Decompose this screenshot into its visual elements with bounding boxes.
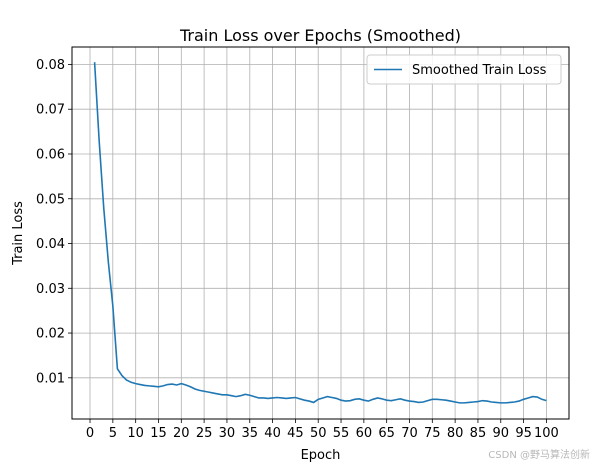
axes-frame	[71, 46, 570, 420]
y-axis-ticks: 0.01 0.02 0.03 0.04 0.05 0.06 0.07 0.08	[36, 58, 72, 386]
y-tick-label: 0.04	[36, 237, 65, 252]
x-tick-label: 10	[127, 426, 144, 441]
x-tick-label: 55	[333, 426, 350, 441]
x-tick-label: 100	[534, 426, 559, 441]
legend: Smoothed Train Loss	[366, 54, 562, 85]
legend-box	[366, 54, 562, 85]
y-tick-label: 0.01	[36, 371, 65, 386]
x-tick-label: 85	[470, 426, 487, 441]
x-tick-label: 40	[264, 426, 281, 441]
x-tick-label: 0	[86, 426, 94, 441]
x-tick-label: 35	[241, 426, 258, 441]
legend-label: Smoothed Train Loss	[412, 63, 547, 78]
x-tick-label: 90	[492, 426, 509, 441]
series-line-smoothed-train-loss	[93, 62, 547, 404]
x-tick-label: 60	[356, 426, 373, 441]
watermark: CSDN @野马算法创新	[488, 450, 590, 461]
y-tick-label: 0.08	[36, 58, 65, 73]
x-axis-ticks: 0 5 10 15 20 25 30 35 40 45 50 55 60 65 70 75 80 85 90 95 10…	[86, 419, 559, 441]
y-tick-label: 0.02	[36, 327, 65, 342]
x-tick-label: 80	[447, 426, 464, 441]
x-axis-label: Epoch	[301, 448, 341, 463]
x-tick-label: 45	[287, 426, 304, 441]
y-tick-label: 0.05	[36, 192, 65, 207]
x-tick-label: 65	[378, 426, 395, 441]
x-tick-label: 50	[310, 426, 327, 441]
y-tick-label: 0.06	[36, 147, 65, 162]
x-tick-label: 30	[219, 426, 236, 441]
x-tick-label: 75	[424, 426, 441, 441]
x-tick-label: 95	[515, 426, 532, 441]
x-tick-label: 5	[109, 426, 117, 441]
x-tick-label: 15	[150, 426, 167, 441]
x-tick-label: 25	[196, 426, 213, 441]
x-tick-label: 20	[173, 426, 190, 441]
chart-title: Train Loss over Epochs (Smoothed)	[179, 26, 461, 45]
y-axis-label: Train Loss	[11, 201, 26, 266]
grid-lines	[72, 47, 569, 419]
x-tick-label: 70	[401, 426, 418, 441]
y-tick-label: 0.07	[36, 103, 65, 118]
y-tick-label: 0.03	[36, 282, 65, 297]
